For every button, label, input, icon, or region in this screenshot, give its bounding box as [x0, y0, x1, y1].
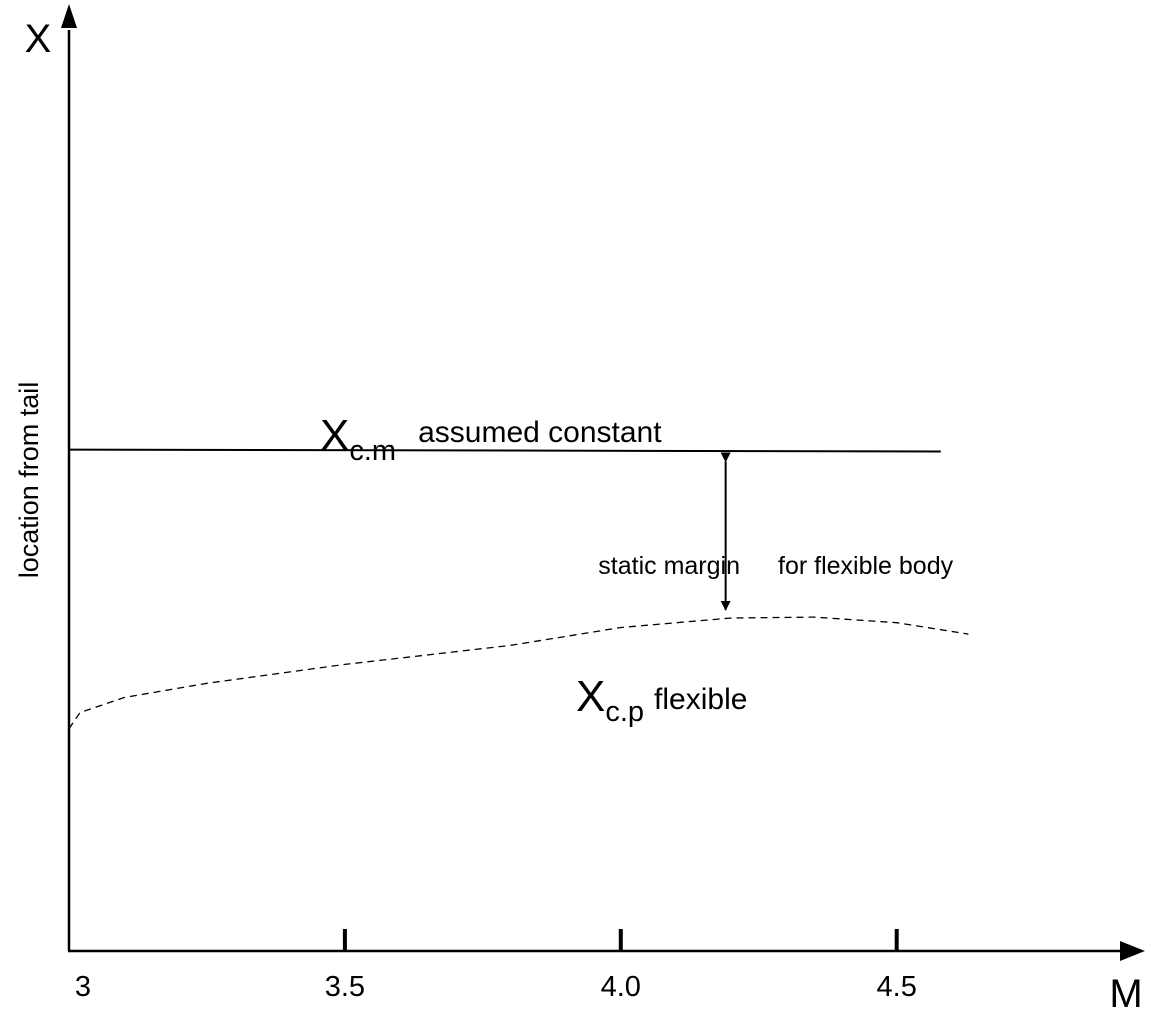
flexible-body-label: for flexible body [778, 552, 954, 580]
x-tick-label: 4.0 [601, 971, 641, 1003]
x-axis-ticks: 3 3.5 4.0 4.5 [75, 929, 917, 1003]
xcm-label: Xc.m assumed constant [320, 411, 662, 467]
y-axis-symbol: X [25, 17, 52, 61]
x-tick-label: 3.5 [325, 971, 365, 1003]
xcp-dashed-line [68, 616, 969, 730]
static-margin-label: static margin [598, 552, 740, 580]
y-axis-label: location from tail [14, 382, 44, 579]
xcp-label-sub: c.p [605, 696, 644, 728]
xcm-label-main: X [320, 411, 349, 460]
x-axis-label: M [1109, 972, 1142, 1016]
x-axis-arrow [1120, 941, 1145, 961]
x-tick-label: 4.5 [877, 971, 917, 1003]
y-axis-arrow [61, 4, 77, 28]
xcp-label-main: X [576, 672, 605, 721]
xcm-label-sub: c.m [349, 435, 396, 467]
x-tick-label: 3 [75, 971, 91, 1003]
xcm-label-text: assumed constant [418, 416, 662, 449]
xcp-label-text: flexible [654, 683, 747, 716]
xcp-label: Xc.p flexible [576, 672, 747, 728]
xcm-line [68, 448, 941, 453]
